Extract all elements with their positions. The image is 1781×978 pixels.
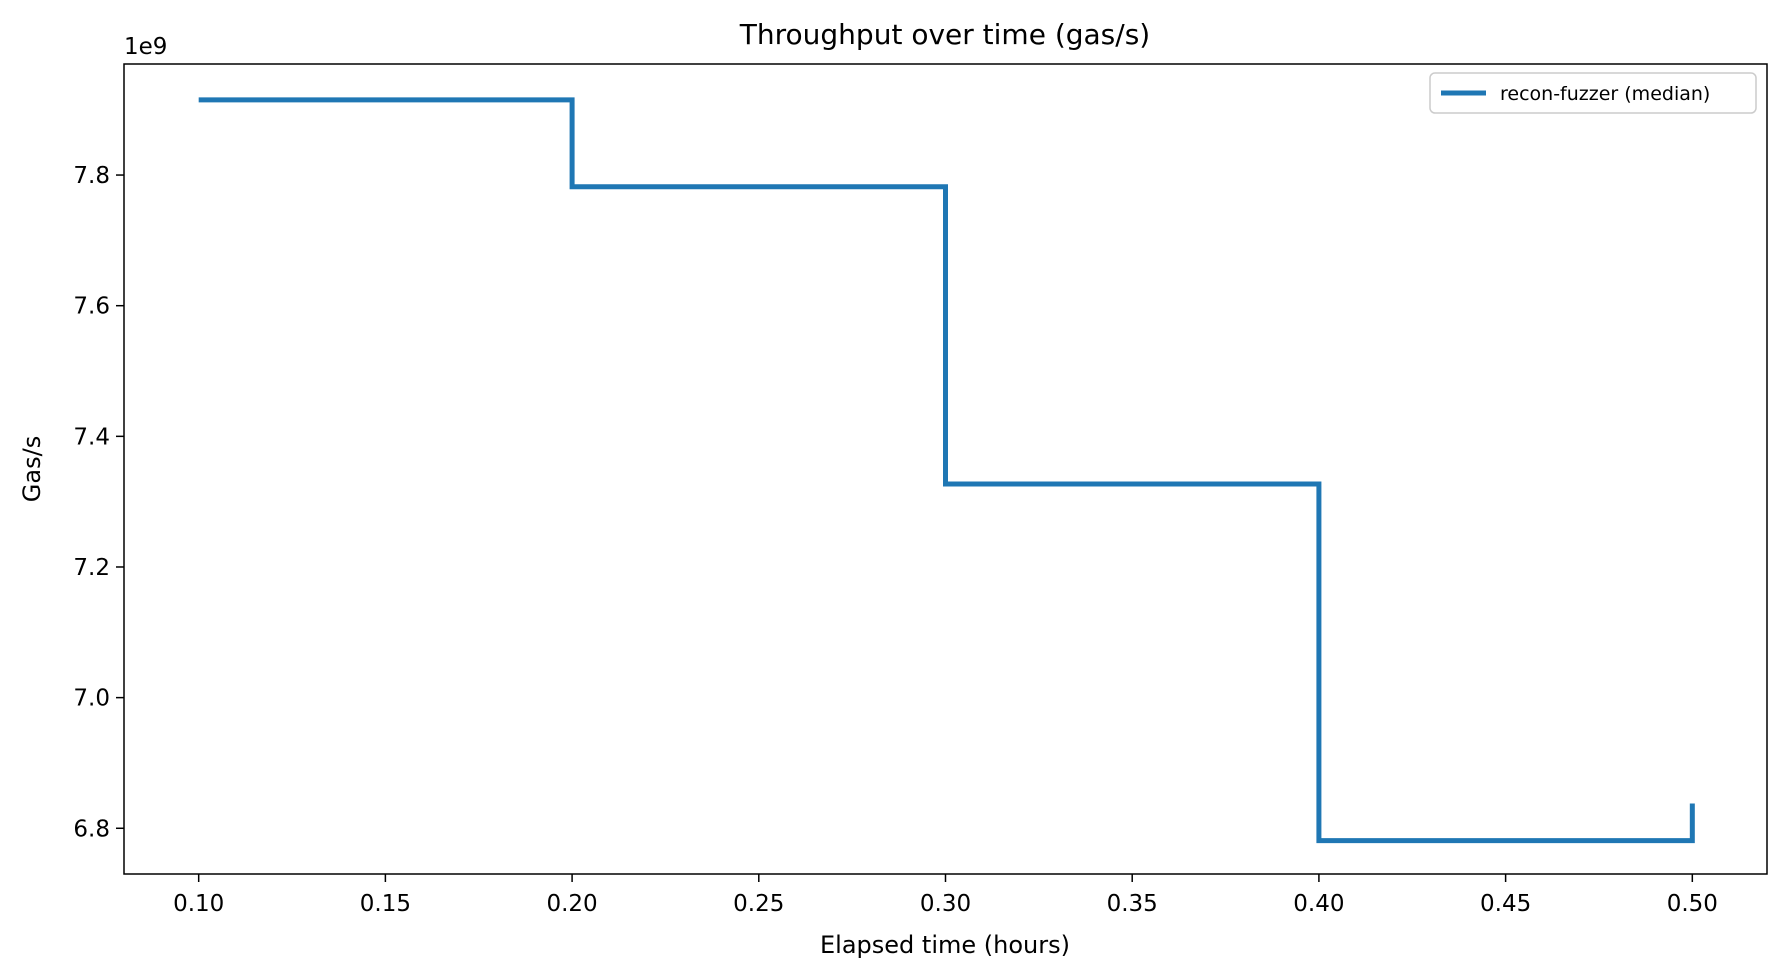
x-tick-label: 0.35 [1107,891,1158,917]
x-tick-label: 0.20 [546,891,597,917]
x-tick-label: 0.50 [1667,891,1718,917]
y-tick-label: 7.4 [73,424,110,450]
y-axis-label: Gas/s [18,436,46,502]
x-tick-label: 0.45 [1480,891,1531,917]
x-tick-label: 0.40 [1293,891,1344,917]
x-axis-label: Elapsed time (hours) [820,931,1070,959]
series-line-0 [198,97,1695,844]
series-lines [198,97,1695,844]
y-tick-label: 7.8 [73,163,110,189]
x-tick-label: 0.30 [920,891,971,917]
legend-label: recon-fuzzer (median) [1500,83,1710,105]
x-tick-label: 0.15 [360,891,411,917]
y-tick-label: 7.0 [73,686,110,712]
plot-area: 0.10 0.15 0.20 0.25 0.30 0.35 0.40 0.45 0.50 6.8… [73,63,1768,917]
y-tick-label: 7.2 [73,555,110,581]
legend: recon-fuzzer (median) [1429,72,1757,114]
y-offset-label: 1e9 [124,34,167,60]
y-axis: 6.8 7.0 7.2 7.4 7.6 7.8 [73,163,124,842]
y-tick-label: 7.6 [73,294,110,320]
x-axis: 0.10 0.15 0.20 0.25 0.30 0.35 0.40 0.45 0.50 [173,874,1718,917]
y-tick-label: 6.8 [73,816,110,842]
legend-box [1429,72,1757,114]
x-tick-label: 0.10 [173,891,224,917]
chart-title: Throughput over time (gas/s) [739,18,1150,51]
x-tick-label: 0.25 [733,891,784,917]
